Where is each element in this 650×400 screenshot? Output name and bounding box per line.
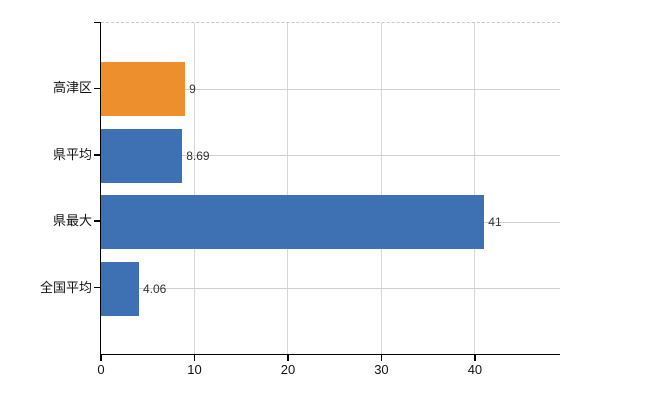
bar-県平均	[101, 128, 183, 183]
x-tick-label: 10	[187, 362, 202, 377]
category-gridline	[101, 88, 560, 90]
x-gridline	[380, 23, 382, 355]
x-axis-tick	[287, 355, 289, 361]
x-tick-label: 0	[97, 362, 105, 377]
bar-県最大	[101, 195, 485, 250]
x-tick-label: 40	[467, 362, 483, 377]
category-label: 全国平均	[39, 279, 92, 295]
y-axis-line	[99, 22, 101, 354]
x-axis-tick	[474, 355, 476, 361]
category-label: 高津区	[52, 80, 92, 96]
bar-高津区	[101, 62, 186, 117]
category-label: 県最大	[52, 213, 92, 229]
x-axis-line	[99, 353, 560, 355]
plot-area: 9 8.69 41 4.06	[101, 22, 560, 355]
bar-全国平均	[101, 261, 139, 316]
x-tick-label: 30	[374, 362, 389, 377]
x-tick-label: 20	[280, 362, 296, 377]
y-axis-tick	[94, 154, 100, 156]
category-gridline	[101, 288, 560, 290]
category-label: 県平均	[52, 146, 92, 162]
y-axis-tick	[94, 220, 100, 222]
y-axis-tick	[94, 87, 100, 90]
x-axis-tick	[100, 355, 102, 361]
category-gridline	[101, 155, 560, 157]
bar-value-label: 4.06	[142, 281, 167, 296]
bar-value-label: 8.69	[186, 148, 210, 163]
bar-value-label: 9	[189, 82, 196, 97]
x-gridline	[193, 23, 195, 355]
x-gridline	[287, 23, 289, 355]
y-axis-tick	[94, 286, 100, 289]
x-axis-tick	[193, 355, 196, 361]
bar-value-label: 41	[488, 215, 502, 230]
y-axis-top-tick	[94, 21, 100, 23]
x-axis-tick	[380, 355, 383, 361]
x-gridline	[474, 23, 476, 355]
